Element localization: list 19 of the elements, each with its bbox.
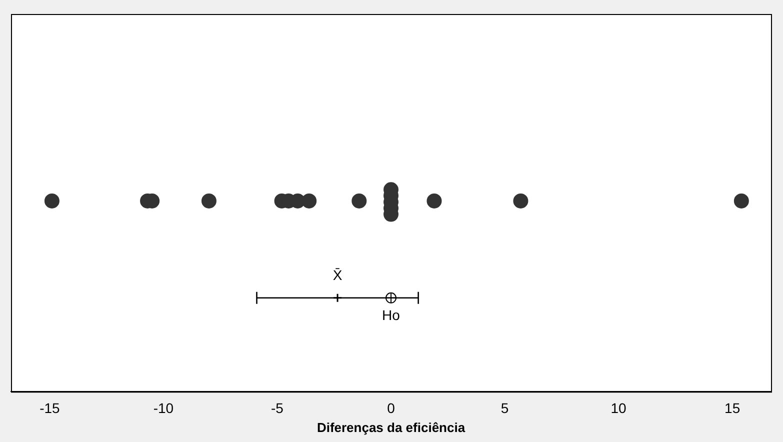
point xyxy=(302,193,317,208)
x-tick-label: -15 xyxy=(40,400,60,416)
annotation: X̄ xyxy=(332,266,343,283)
x-tick-label: -5 xyxy=(271,400,284,416)
point xyxy=(513,193,528,208)
annotation: Ho xyxy=(382,306,400,323)
point xyxy=(426,193,442,208)
point xyxy=(386,292,396,304)
point xyxy=(332,293,342,303)
point xyxy=(44,193,60,208)
x-tick-label: 0 xyxy=(387,400,396,416)
point xyxy=(352,193,367,208)
x-tick-label: -10 xyxy=(153,400,174,416)
x-tick-label: 15 xyxy=(724,400,740,416)
x-axis-title: Diferenças da eficiência xyxy=(316,420,466,435)
point xyxy=(734,193,749,208)
x-tick-label: 5 xyxy=(500,400,509,416)
point xyxy=(201,193,216,208)
x-tick-label: 10 xyxy=(610,400,627,416)
